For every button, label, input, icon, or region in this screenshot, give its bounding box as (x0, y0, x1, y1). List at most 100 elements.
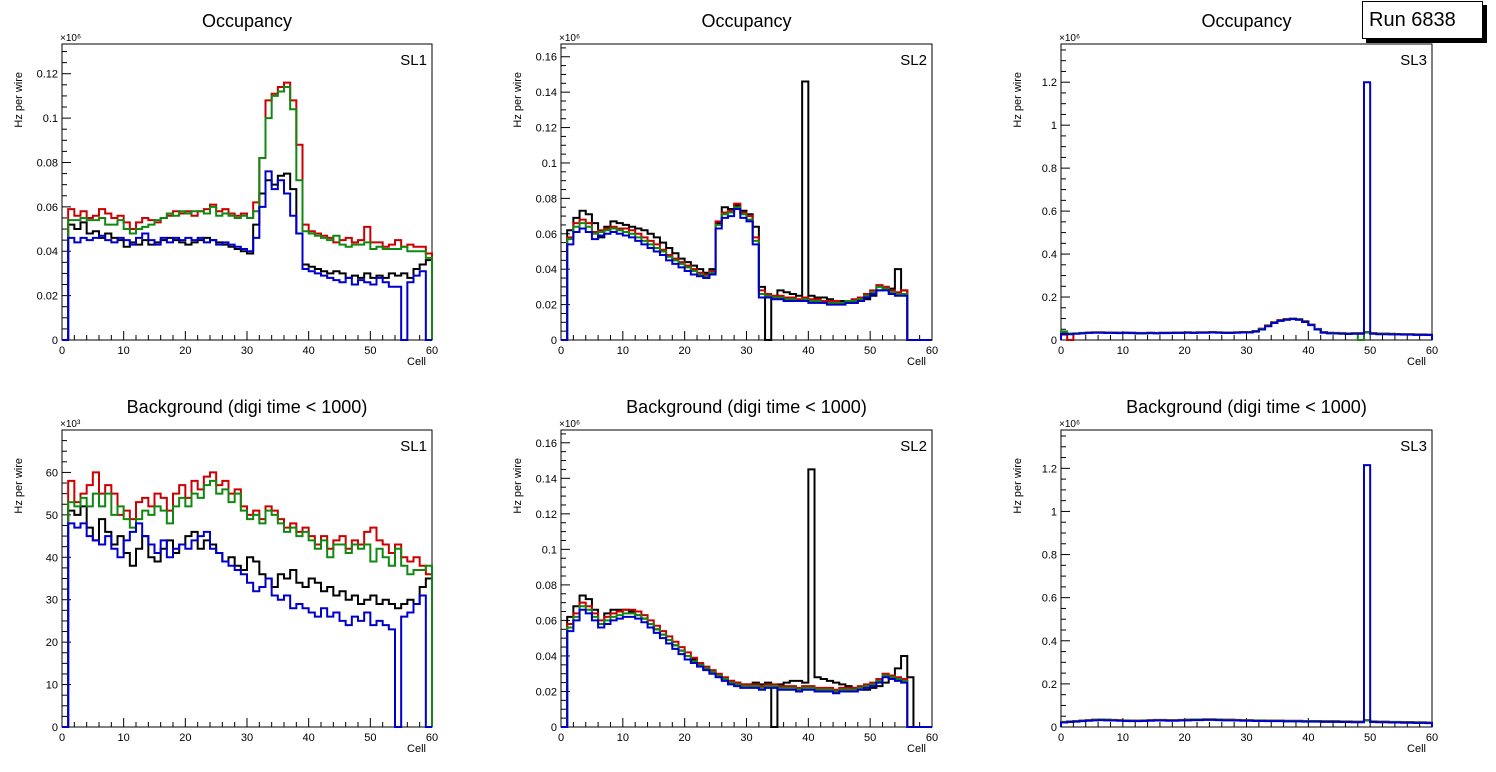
x-tick-label: 10 (118, 345, 130, 357)
y-tick-label: 0.02 (536, 686, 557, 698)
x-axis-label: Cell (1407, 743, 1426, 755)
x-tick-label: 40 (303, 732, 315, 744)
x-tick-label: 40 (802, 732, 814, 744)
x-tick-label: 10 (617, 732, 629, 744)
y-tick-label: 0.12 (536, 509, 557, 521)
x-tick-label: 50 (864, 732, 876, 744)
series-blue-line (62, 170, 432, 341)
panel-label: SL1 (400, 52, 427, 69)
x-tick-label: 30 (740, 345, 752, 357)
x-tick-label: 60 (926, 345, 938, 357)
y-multiplier: ×10⁶ (559, 419, 580, 430)
panel-label: SL2 (900, 52, 927, 69)
x-tick-label: 20 (679, 345, 691, 357)
series-blue-line (62, 522, 432, 728)
x-tick-label: 40 (802, 345, 814, 357)
x-tick-label: 60 (426, 345, 438, 357)
y-tick-label: 0.6 (1042, 593, 1057, 605)
y-tick-label: 0.1 (43, 113, 58, 125)
y-axis-label: Hz per wire (13, 72, 25, 128)
y-tick-label: 0 (1051, 722, 1057, 734)
panel-label: SL3 (1400, 52, 1427, 69)
y-multiplier: ×10⁶ (1059, 33, 1080, 44)
chart-panel-4: Background (digi time < 1000) SL1 0 10 20 30 4… (13, 397, 438, 755)
x-tick-label: 0 (59, 345, 65, 357)
y-multiplier: ×10⁶ (559, 33, 580, 44)
y-multiplier: ×10⁶ (60, 33, 81, 44)
y-tick-label: 0.12 (37, 69, 58, 81)
y-tick-label: 60 (46, 467, 58, 479)
y-tick-label: 0.1 (542, 544, 557, 556)
y-tick-label: 0.14 (536, 87, 557, 99)
y-tick-label: 0.06 (37, 202, 58, 214)
y-tick-label: 10 (46, 680, 58, 692)
chart-title: Background (digi time < 1000) (1126, 397, 1367, 417)
y-axis-label: Hz per wire (512, 458, 524, 514)
y-tick-label: 0.06 (536, 229, 557, 241)
panel-label: SL2 (900, 438, 927, 455)
y-tick-label: 0.14 (536, 473, 557, 485)
x-tick-label: 0 (1058, 732, 1064, 744)
y-tick-label: 0.6 (1042, 206, 1057, 218)
x-tick-label: 0 (558, 732, 564, 744)
series-blue-line (561, 207, 932, 341)
x-tick-label: 0 (59, 732, 65, 744)
plot-frame (61, 43, 433, 341)
x-tick-label: 0 (558, 345, 564, 357)
x-tick-label: 30 (1240, 732, 1252, 744)
x-tick-label: 0 (1058, 345, 1064, 357)
x-tick-label: 40 (303, 345, 315, 357)
y-tick-label: 0 (1051, 335, 1057, 347)
y-tick-label: 0.06 (536, 615, 557, 627)
y-tick-label: 0.02 (37, 291, 58, 303)
y-tick-label: 1.2 (1042, 77, 1057, 89)
y-tick-label: 30 (46, 595, 58, 607)
series-red-line (62, 81, 433, 341)
plot-frame (1060, 43, 1433, 341)
y-tick-label: 0.4 (1042, 636, 1057, 648)
run-label: Run 6838 (1369, 9, 1456, 31)
x-tick-label: 40 (1302, 345, 1314, 357)
plot-frame (1060, 429, 1433, 728)
y-axis-label: Hz per wire (512, 72, 524, 128)
series-green-line (561, 605, 932, 728)
x-tick-label: 50 (364, 345, 376, 357)
x-tick-label: 20 (1179, 345, 1191, 357)
y-tick-label: 0.04 (37, 246, 58, 258)
x-tick-label: 10 (1117, 345, 1129, 357)
y-tick-label: 1 (1051, 120, 1057, 132)
x-axis-label: Cell (907, 356, 926, 368)
run-label-box: Run 6838 (1362, 1, 1483, 39)
x-tick-label: 10 (1117, 732, 1129, 744)
y-tick-label: 0.8 (1042, 163, 1057, 175)
y-tick-label: 0.12 (536, 123, 557, 135)
y-tick-label: 0.4 (1042, 249, 1057, 261)
chart-title: Background (digi time < 1000) (626, 397, 867, 417)
series-blue-line (1060, 81, 1433, 340)
series-green-line (62, 86, 433, 341)
series-black-line (62, 172, 433, 341)
x-tick-label: 10 (118, 732, 130, 744)
chart-title: Background (digi time < 1000) (127, 397, 368, 417)
series-blue-line (1060, 464, 1433, 727)
x-tick-label: 60 (1426, 732, 1438, 744)
y-tick-label: 1.2 (1042, 463, 1057, 475)
y-tick-label: 0.16 (536, 52, 557, 64)
chart-panel-5: Background (digi time < 1000) SL2 0 10 20 30 4… (512, 397, 938, 755)
x-tick-label: 50 (1364, 732, 1376, 744)
y-axis-label: Hz per wire (1012, 72, 1024, 128)
x-tick-label: 30 (1240, 345, 1252, 357)
y-tick-label: 0.1 (542, 158, 557, 170)
y-tick-label: 20 (46, 637, 58, 649)
x-tick-label: 30 (241, 345, 253, 357)
x-axis-label: Cell (1407, 356, 1426, 368)
panel-label: SL1 (400, 438, 427, 455)
x-axis-label: Cell (407, 743, 426, 755)
series-blue-line (561, 608, 932, 728)
x-tick-label: 20 (1179, 732, 1191, 744)
y-multiplier: ×10⁶ (1059, 419, 1080, 430)
